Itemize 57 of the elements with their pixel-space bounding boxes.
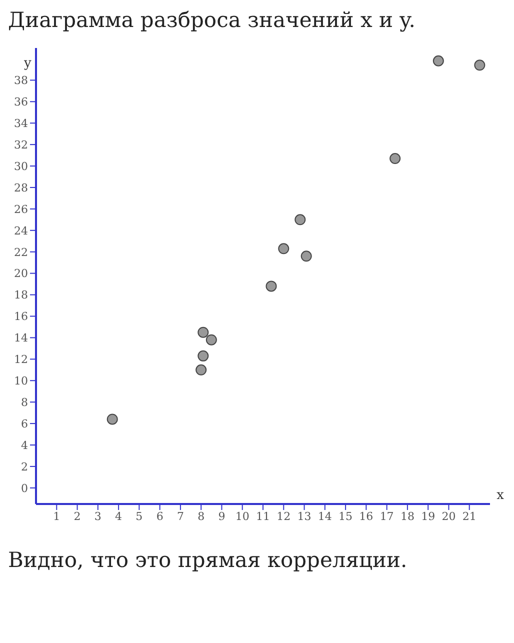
x-tick-label: 20 [442, 510, 456, 523]
x-tick-label: 21 [462, 510, 476, 523]
x-tick-label: 19 [421, 510, 436, 523]
y-tick-label: 28 [14, 181, 28, 194]
y-tick-label: 2 [21, 460, 28, 474]
y-tick-label: 38 [14, 74, 28, 88]
point [196, 364, 207, 376]
x-tick-label: 1 [53, 510, 60, 523]
y-tick-label: 4 [21, 438, 28, 452]
y-tick-label: 26 [14, 202, 28, 216]
x-tick-label: 5 [136, 510, 143, 523]
x-tick-label: 10 [235, 510, 250, 523]
text: Видно, что это прямая корреляции. [8, 548, 408, 572]
x-tick-label: 14 [318, 510, 332, 523]
y-tick-label: 12 [14, 353, 28, 366]
x-tick-label: 15 [338, 510, 353, 523]
x-tick-label: 13 [297, 510, 312, 523]
point [432, 55, 444, 66]
y-tick-label: 6 [21, 417, 28, 430]
x-tick-label: 9 [218, 510, 226, 523]
point [300, 250, 312, 262]
point [266, 280, 277, 292]
chart-title: Диаграмма разброса значений x и y. [8, 8, 416, 32]
y-tick-label: 30 [14, 160, 28, 173]
x-tick-label: 4 [115, 510, 122, 523]
x-tick-label: 11 [256, 510, 270, 523]
x-tick-label: 6 [156, 510, 164, 523]
x-tick-label: 2 [74, 510, 81, 523]
y-tick-label: 32 [14, 138, 28, 152]
point [206, 334, 217, 346]
y-tick-label: 22 [14, 246, 28, 259]
y-tick-label: 16 [14, 310, 28, 324]
point [390, 153, 401, 164]
y-tick-label: 14 [14, 332, 28, 345]
point [198, 326, 209, 338]
point [278, 243, 290, 254]
y-tick-label: 18 [14, 288, 28, 302]
x-tick-label: 3 [94, 510, 102, 523]
x-tick-label: 7 [176, 510, 184, 523]
x-tick-label: 16 [359, 510, 374, 523]
y-tick-label: 8 [21, 396, 28, 409]
x-tick-label: 18 [400, 510, 414, 523]
y-axis-title: y [23, 56, 32, 72]
y-tick-label: 10 [14, 374, 28, 388]
point [294, 214, 306, 226]
x-tick-label: 12 [276, 510, 291, 523]
y-tick-label: 36 [14, 96, 28, 109]
point [106, 414, 118, 425]
y-tick-label: 24 [14, 224, 28, 238]
point [198, 350, 209, 362]
x-tick-label: 8 [198, 510, 205, 523]
y-tick-label: 0 [21, 482, 28, 495]
y-tick-label: 20 [14, 267, 28, 280]
x-tick-label: 17 [380, 510, 394, 523]
point [474, 60, 486, 71]
x-axis-title: x [496, 488, 505, 504]
y-tick-label: 34 [14, 117, 28, 130]
